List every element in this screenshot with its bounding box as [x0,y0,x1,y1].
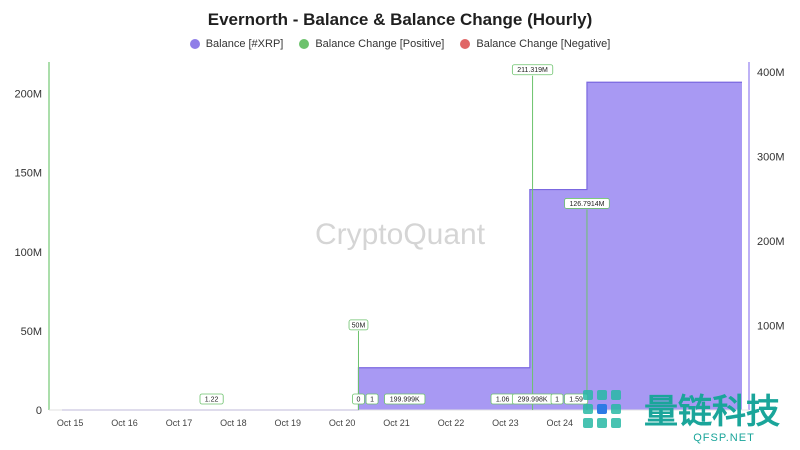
data-label: 0 [352,393,365,405]
badge-subtext: QFSP.NET [693,432,755,444]
data-label-text: 1.06 [496,397,510,404]
x-tick-label: Oct 20 [329,418,356,428]
logo-square [611,404,621,414]
data-label-box [564,198,610,209]
data-label-box [384,393,426,405]
data-label: 126.7914M [564,198,610,209]
x-tick-label: Oct 22 [438,418,465,428]
data-label: 211.319M [511,64,554,76]
data-label-text: 1 [555,397,559,404]
data-label-text: 0 [357,397,361,404]
data-label-text: 211.319M [517,67,548,74]
x-tick-label: Oct 17 [166,418,193,428]
x-tick-label: Oct 24 [547,418,574,428]
logo-square [597,418,607,428]
logo-square [583,390,593,400]
data-label-box [348,319,369,331]
legend-item-balance[interactable]: Balance [#XRP] [189,38,284,50]
y-left-tick-label: 50M [21,326,42,338]
logo-square [583,418,593,428]
y-right-tick-label: 300M [757,152,785,164]
x-tick-label: Oct 15 [57,418,84,428]
legend-dot-positive [299,39,310,49]
y-left-tick-label: 100M [14,247,42,259]
data-label: 1.22 [199,393,224,405]
x-tick-label: Oct 19 [275,418,302,428]
data-label-box [365,393,379,405]
data-label: 199.999K [384,393,426,405]
data-label-text: 50M [352,322,366,329]
chart-title: Evernorth - Balance & Balance Change (Ho… [207,10,593,29]
data-label-text: 1.59 [569,397,583,404]
watermark-text: CryptoQuant [315,218,486,251]
balance-area [62,82,742,410]
legend-dot-negative [460,39,471,49]
data-label-box [511,64,554,76]
data-label-text: 126.7914M [569,201,604,208]
legend-label-positive: Balance Change [Positive] [315,38,445,50]
data-label: 1 [550,393,564,405]
legend: Balance [#XRP] Balance Change [Positive]… [0,38,800,50]
y-right-tick-label: 200M [757,236,785,248]
data-label-text: 1 [370,397,374,404]
y-left-tick-label: 150M [14,168,42,180]
x-tick-label: Oct 23 [492,418,519,428]
legend-label-balance: Balance [#XRP] [205,38,284,50]
legend-item-positive[interactable]: Balance Change [Positive] [299,38,444,50]
data-label: 50M [348,319,369,331]
badge-text: 量链科技 [644,393,780,431]
logo-square [583,404,593,414]
y-left-tick-label: 200M [14,89,42,101]
x-tick-label: Oct 18 [220,418,247,428]
x-tick-label: Oct 21 [383,418,410,428]
data-label: 1.06 [490,393,515,405]
x-tick-label: Oct 16 [111,418,138,428]
data-label: 1 [365,393,379,405]
y-left-tick-label: 0 [36,405,42,417]
logo-square [611,390,621,400]
data-label: 1.59 [564,393,589,405]
data-label-text: 199.999K [390,397,420,404]
legend-item-negative[interactable]: Balance Change [Negative] [460,38,610,50]
data-label-box [199,393,224,405]
logo-square [611,418,621,428]
legend-dot-balance [189,39,200,49]
logo-square [597,404,607,414]
data-label-box [352,393,365,405]
data-label: 299.998K [511,393,554,405]
y-right-tick-label: 100M [757,321,785,333]
data-label-box [550,393,564,405]
qfsp-logo-icon [583,390,621,428]
data-label-text: 1.22 [205,397,219,404]
logo-square [597,390,607,400]
data-label-text: 299.998K [518,397,548,404]
legend-label-negative: Balance Change [Negative] [476,38,611,50]
y-right-tick-label: 400M [757,67,785,79]
